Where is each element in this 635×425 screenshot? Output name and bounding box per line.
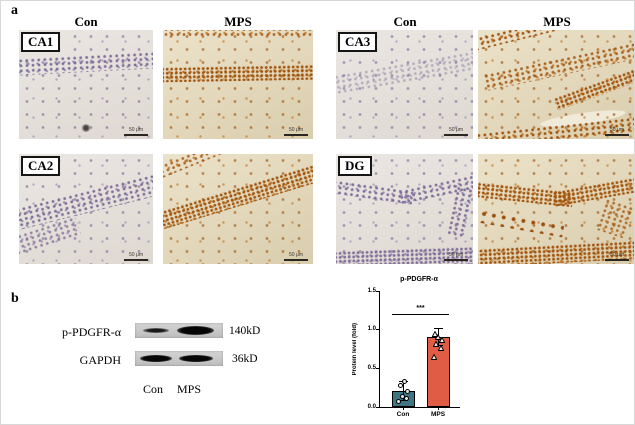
- region-label-dg: DG: [338, 156, 372, 176]
- wb-band-con: [140, 355, 172, 362]
- wb-target-label-pdgfr: p-PDGFR-α: [62, 325, 121, 339]
- wb-mw-label-36: 36kD: [232, 353, 258, 365]
- x-tick-mark: [437, 407, 439, 410]
- scale-bar-label: 50 μm: [610, 252, 624, 258]
- y-tick-label: 1.5: [367, 287, 376, 294]
- column-header-mps-left: MPS: [224, 14, 252, 29]
- panel-b-letter: b: [11, 291, 19, 306]
- scale-bar-line: [605, 259, 629, 261]
- micrograph-ca1-mps: 50 μm: [163, 30, 313, 139]
- y-axis-label-wrap: Protein level (fold): [350, 291, 360, 407]
- error-bar-cap: [433, 327, 443, 329]
- data-point-triangle: [430, 347, 438, 360]
- data-point-triangle: [432, 334, 440, 348]
- micrograph-ca2-mps: 50 μm: [163, 154, 313, 264]
- wb-band-con: [143, 328, 169, 333]
- scattered-cells: [478, 154, 634, 264]
- data-point-circle: [399, 393, 405, 399]
- y-tick-mark: [376, 406, 380, 408]
- wb-blot-pdgfr: [135, 323, 223, 338]
- wb-band-mps: [177, 326, 214, 335]
- significance-stars: ***: [416, 305, 425, 313]
- micrograph-ca1-con: CA1 50 μm: [19, 30, 153, 139]
- wb-lane-label-mps: MPS: [176, 382, 202, 396]
- error-bar-cap: [398, 399, 408, 401]
- wb-mw-label-140: 140kD: [229, 325, 261, 337]
- scale-bar: 50 μm: [444, 128, 468, 136]
- x-tick-label-con: Con: [396, 411, 410, 418]
- scale-bar-label: 50 μm: [449, 127, 463, 133]
- scale-bar-line: [284, 259, 308, 261]
- y-tick-label: 0.5: [367, 364, 376, 371]
- error-bar-line: [402, 381, 404, 401]
- wb-target-label-gapdh: GAPDH: [79, 353, 121, 367]
- scale-bar-label: 50 μm: [449, 252, 463, 258]
- micrograph-ca3-con: CA3 50 μm: [336, 30, 473, 139]
- micrograph-dg-mps: 50 μm: [478, 154, 634, 264]
- region-label-ca2: CA2: [21, 156, 61, 176]
- y-tick-mark: [376, 329, 380, 331]
- data-point-triangle: [438, 330, 446, 343]
- region-label-ca3: CA3: [338, 32, 378, 52]
- column-header-con-right: Con: [393, 14, 417, 29]
- bar-chart: p-PDGFR-α Protein level (fold) 0.0 0.5 1.0…: [346, 273, 476, 424]
- scale-bar-label: 50 μm: [289, 127, 303, 133]
- data-point-circle: [397, 382, 403, 388]
- scattered-cells: [478, 30, 634, 139]
- scale-bar: 50 μm: [124, 128, 148, 136]
- scale-bar: 50 μm: [605, 128, 629, 136]
- micrograph-dg-con: DG 50 μm: [336, 154, 473, 264]
- scale-bar-line: [124, 134, 148, 136]
- scale-bar-label: 50 μm: [129, 252, 143, 258]
- scale-bar: 50 μm: [284, 128, 308, 136]
- scale-bar-line: [444, 259, 468, 261]
- data-point-circle: [401, 378, 407, 384]
- wb-lane-label-con: Con: [142, 382, 164, 396]
- scattered-cells: [163, 154, 313, 264]
- scale-bar-line: [284, 134, 308, 136]
- micrograph-ca3-mps: 50 μm: [478, 30, 634, 139]
- scale-bar-label: 50 μm: [129, 127, 143, 133]
- scale-bar-line: [605, 134, 629, 136]
- x-tick-mark: [402, 407, 404, 410]
- y-tick-mark: [376, 290, 380, 292]
- wb-blot-gapdh: [135, 351, 223, 366]
- y-tick-mark: [376, 367, 380, 369]
- scale-bar: 50 μm: [124, 253, 148, 261]
- data-point-circle: [404, 389, 410, 395]
- y-tick-label: 0.0: [367, 403, 376, 410]
- y-tick-label: 1.0: [367, 326, 376, 333]
- scale-bar-line: [444, 134, 468, 136]
- panel-a-letter: a: [11, 3, 18, 18]
- wb-band-mps: [179, 355, 213, 362]
- significance-line: [392, 314, 449, 316]
- debris-smudge: [80, 123, 91, 132]
- scale-bar-label: 50 μm: [289, 252, 303, 258]
- data-point-circle: [395, 399, 401, 405]
- scale-bar: 50 μm: [444, 253, 468, 261]
- data-point-triangle: [437, 338, 445, 352]
- scale-bar-label: 50 μm: [610, 127, 624, 133]
- chart-plot-area: Protein level (fold) 0.0 0.5 1.0 1.5 *** Con M…: [352, 288, 460, 418]
- scale-bar: 50 μm: [605, 253, 629, 261]
- region-label-ca1: CA1: [21, 32, 61, 52]
- micrograph-ca2-con: CA2 50 μm: [19, 154, 153, 264]
- y-axis-label: Protein level (fold): [352, 322, 358, 376]
- data-point-triangle: [431, 324, 439, 338]
- scale-bar: 50 μm: [284, 253, 308, 261]
- column-header-mps-right: MPS: [543, 14, 571, 29]
- scale-bar-line: [124, 259, 148, 261]
- scattered-cells: [163, 30, 313, 139]
- column-header-con-left: Con: [74, 14, 98, 29]
- chart-title: p-PDGFR-α: [400, 276, 438, 283]
- x-tick-label-mps: MPS: [430, 411, 446, 418]
